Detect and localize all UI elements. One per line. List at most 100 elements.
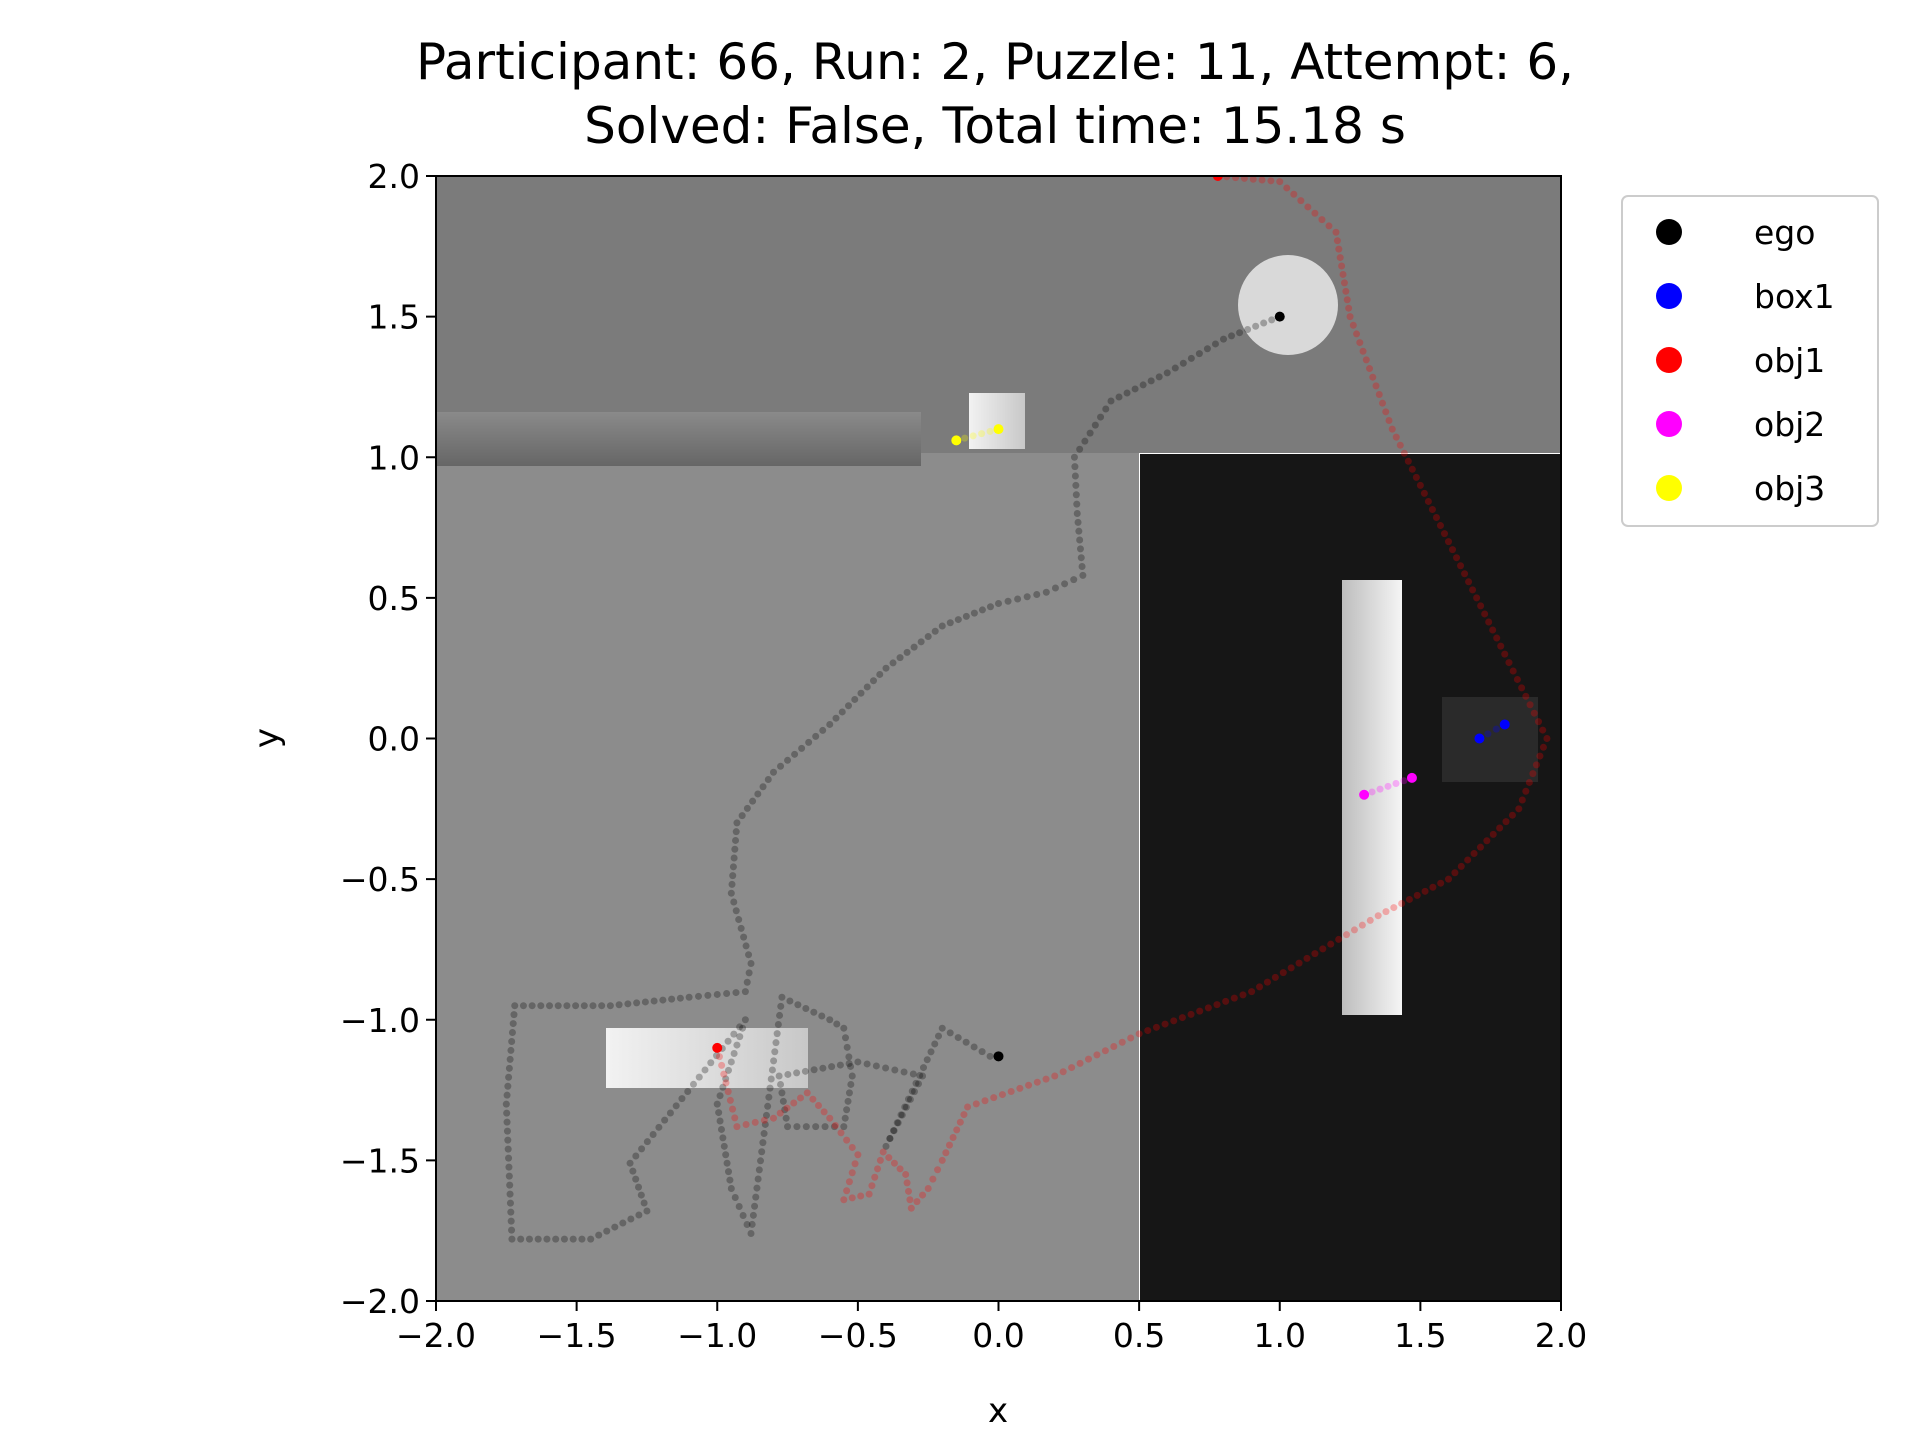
obj1-trail-point	[1093, 1051, 1101, 1059]
obj1-trail-point	[1359, 347, 1367, 355]
ego-trail-point	[506, 1190, 514, 1198]
obj1-trail-point	[1408, 465, 1416, 473]
obj1-trail-point	[1342, 287, 1350, 295]
obj1-trail-point	[1421, 887, 1429, 895]
ego-trail-point	[537, 1002, 545, 1010]
obj1-trail-point	[1318, 216, 1326, 224]
ego-trail-point	[916, 1071, 924, 1079]
ego-trail-point	[560, 1235, 568, 1243]
legend-label-obj3: obj3	[1754, 469, 1825, 508]
ego-trail-point	[508, 1037, 516, 1045]
ego-trail-point	[723, 1159, 731, 1167]
ego-trail-point	[678, 1095, 686, 1103]
ego-trail-point	[1102, 405, 1110, 413]
marks-layer	[502, 176, 1551, 1243]
ego-trail-point	[1075, 527, 1083, 535]
ego-trail-point	[760, 1130, 768, 1138]
ego-trail-point	[844, 1097, 852, 1105]
ego-trail-point	[1070, 453, 1078, 461]
obj1-trail-point	[1432, 514, 1440, 522]
ego-trail-point	[632, 1175, 640, 1183]
obj2-end-point	[1406, 772, 1417, 783]
ego-trail-point	[578, 1235, 586, 1243]
obj1-trail-point	[1303, 954, 1311, 962]
ego-trail-point	[1097, 413, 1105, 421]
ego-trail-point	[946, 1029, 954, 1037]
x-tick-label: 1.0	[1254, 1316, 1306, 1355]
obj1-trail-point	[1382, 908, 1390, 916]
obj1-trail-point	[1204, 1004, 1212, 1012]
ego-trail-point	[676, 994, 684, 1002]
ego-trail-point	[726, 1176, 734, 1184]
obj1-trail-point	[1343, 296, 1351, 304]
obj1-trail-point	[1230, 994, 1238, 1002]
obj1-trail-point	[1428, 505, 1436, 513]
ego-trail-point	[812, 732, 820, 740]
obj1-trail-point	[1436, 522, 1444, 530]
obj1-trail-point	[1271, 973, 1279, 981]
ego-trail-point	[902, 1103, 910, 1111]
ego-trail-point	[805, 738, 813, 746]
obj1-trail-point	[854, 1151, 862, 1159]
obj1-trail-point	[715, 1053, 723, 1061]
ego-trail-point	[890, 1127, 898, 1135]
ego-trail-point	[731, 1194, 739, 1201]
obj1-trail-point	[1404, 457, 1412, 465]
obj1-trail-point	[1385, 416, 1393, 424]
obj1-trail-point	[1518, 684, 1526, 692]
ego-trail-point	[962, 1038, 970, 1046]
obj1-trail-point	[1127, 1034, 1135, 1042]
x-tick-label: −1.5	[537, 1316, 617, 1355]
ego-trail-point	[504, 1145, 512, 1153]
obj1-trail-point	[1416, 481, 1424, 489]
ego-trail-point	[1076, 445, 1084, 453]
legend-label-obj1: obj1	[1754, 341, 1825, 380]
obj1-trail-point	[1356, 339, 1364, 347]
ego-trail-point	[773, 1030, 781, 1038]
y-tick-label: 2.0	[368, 157, 420, 196]
ego-trail-point	[767, 1075, 775, 1083]
ego-trail-point	[629, 1167, 637, 1175]
ego-trail-point	[655, 1123, 663, 1131]
obj1-trail-point	[1276, 178, 1284, 186]
obj1-trail-point	[1529, 770, 1537, 778]
ego-trail-point	[978, 1048, 986, 1056]
ego-trail-point	[713, 990, 721, 998]
obj1-trail-point	[938, 1156, 946, 1164]
ego-trail-point	[924, 633, 932, 641]
ego-trail-point	[931, 627, 939, 635]
chart-title: Participant: 66, Run: 2, Puzzle: 11, Att…	[0, 30, 1920, 158]
obj1-trail-point	[1076, 1059, 1084, 1067]
ego-trail-point	[755, 1166, 763, 1174]
ego-trail-point	[716, 1092, 724, 1100]
ego-trail-point	[1236, 329, 1244, 337]
ego-trail-point	[794, 1001, 802, 1009]
x-tick-label: 0.5	[1113, 1316, 1165, 1355]
obj1-trail-point	[1101, 1047, 1109, 1055]
ego-trail-point	[786, 997, 794, 1005]
obj1-trail-point	[843, 1136, 851, 1144]
ego-trail-point	[754, 790, 762, 798]
ego-trail-point	[801, 1067, 809, 1075]
ego-trail-point	[666, 1109, 674, 1117]
ego-trail-point	[506, 1199, 514, 1207]
ego-trail-point	[732, 907, 740, 915]
obj1-trail-point	[1469, 586, 1477, 594]
ego-trail-point	[891, 1066, 899, 1074]
obj1-trail-point	[751, 1118, 759, 1126]
x-tick-label: −2.0	[396, 1316, 476, 1355]
ego-trail-point	[611, 1223, 619, 1231]
obj1-trail-point	[960, 1111, 968, 1119]
obj1-trail-point	[837, 1129, 845, 1137]
obj1-trail-point	[956, 1118, 964, 1126]
x-tick-label: −0.5	[818, 1316, 898, 1355]
obj1-trail-point	[905, 1187, 912, 1195]
ego-trail-point	[589, 1002, 597, 1010]
ego-trail-point	[863, 1060, 871, 1068]
obj3-trail-point	[986, 427, 994, 435]
x-tick-label: 2.0	[1535, 1316, 1587, 1355]
ego-trail-point	[946, 619, 954, 627]
y-tick-label: −2.0	[340, 1282, 420, 1321]
ego-trail-point	[505, 1172, 513, 1180]
ego-trail-point	[840, 1024, 848, 1032]
